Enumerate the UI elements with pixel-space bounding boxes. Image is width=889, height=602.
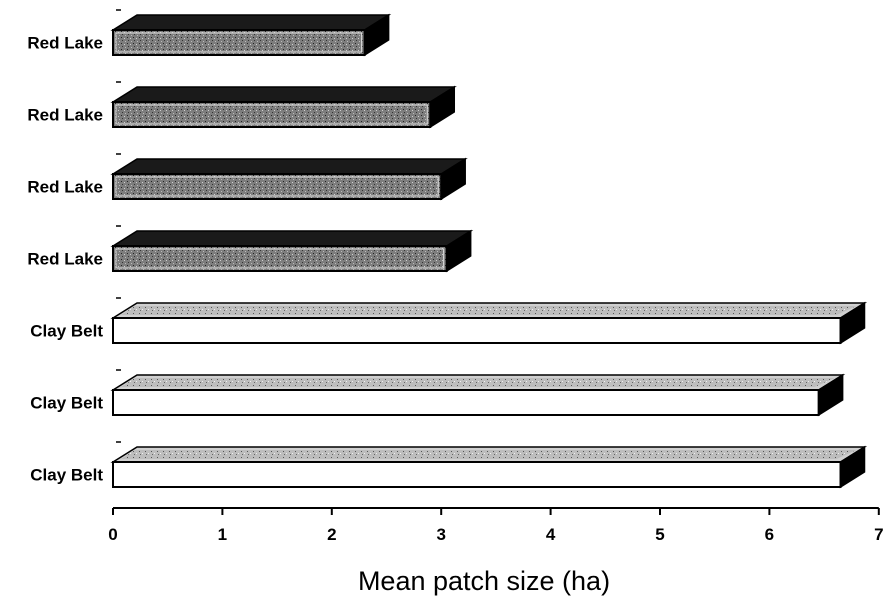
bar-6 — [110, 373, 846, 417]
category-label: Red Lake — [27, 34, 103, 53]
x-tick-label: 6 — [765, 525, 774, 544]
bar-3 — [110, 157, 468, 201]
bar-front-face — [112, 245, 448, 272]
bar-7 — [110, 445, 868, 489]
x-tick-label: 1 — [218, 525, 227, 544]
bar-inner-border — [115, 176, 439, 197]
x-axis-title: Mean patch size (ha) — [358, 566, 610, 596]
bar-1 — [110, 13, 392, 57]
category-label: Red Lake — [27, 178, 103, 197]
category-label: Clay Belt — [30, 322, 103, 341]
bar-inner-border — [115, 32, 363, 53]
bar-front-face — [112, 461, 842, 488]
category-label: Clay Belt — [30, 466, 103, 485]
bar-inner-border — [115, 104, 428, 125]
x-tick-label: 7 — [874, 525, 883, 544]
bar-top-face — [110, 158, 468, 175]
bar-top-texture — [121, 378, 835, 387]
x-tick-label: 3 — [436, 525, 445, 544]
bar-front-face — [112, 29, 366, 56]
bar-top-texture — [121, 450, 857, 459]
x-axis: 0 1 2 3 4 5 6 7 — [108, 9, 884, 544]
bar-inner-border — [115, 248, 445, 269]
bar-front-face — [112, 173, 443, 200]
category-label: Clay Belt — [30, 394, 103, 413]
category-label: Red Lake — [27, 106, 103, 125]
bar-top-face — [110, 230, 474, 247]
bar-front-face — [112, 101, 432, 128]
bar-top-face — [110, 14, 392, 31]
bar-top-texture — [121, 306, 857, 315]
x-tick-label: 4 — [546, 525, 556, 544]
bar-5 — [110, 301, 868, 345]
x-tick-label: 0 — [108, 525, 117, 544]
bar-front-face — [112, 389, 820, 416]
bar-2 — [110, 85, 457, 129]
category-labels: Red Lake Red Lake Red Lake Red Lake Clay Bel… — [27, 34, 103, 485]
bar-front-face — [112, 317, 842, 344]
category-label: Red Lake — [27, 250, 103, 269]
bars-layer — [110, 13, 868, 489]
x-tick-label: 2 — [327, 525, 336, 544]
bar-4 — [110, 229, 474, 273]
x-tick-label: 5 — [655, 525, 664, 544]
bar-top-face — [110, 86, 457, 103]
